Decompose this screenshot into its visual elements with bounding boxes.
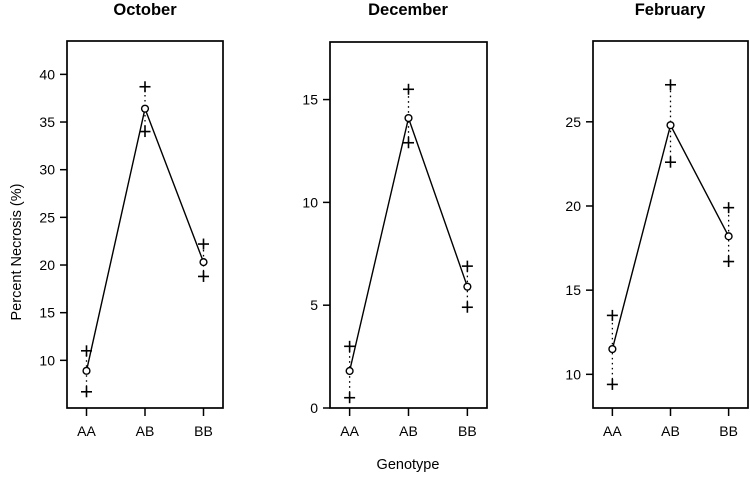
y-tick-label: 10 xyxy=(302,194,318,210)
y-tick-label: 15 xyxy=(302,92,318,108)
mean-marker xyxy=(199,258,208,267)
x-tick-label: AB xyxy=(136,423,155,439)
x-tick-label: AB xyxy=(399,423,418,439)
plot-box xyxy=(592,40,749,409)
plot-box xyxy=(66,40,224,409)
mean-marker xyxy=(404,113,413,123)
mean-marker xyxy=(345,366,354,376)
mean-marker xyxy=(666,121,675,130)
x-tick-label: AA xyxy=(77,423,96,439)
x-tick-label: BB xyxy=(458,423,477,439)
mean-marker xyxy=(463,282,472,291)
y-tick-label: 15 xyxy=(565,282,581,298)
y-tick-label: 20 xyxy=(39,257,55,273)
mean-marker xyxy=(608,344,617,354)
plot-box xyxy=(329,41,488,409)
y-tick-label: 5 xyxy=(310,297,318,313)
mean-marker xyxy=(724,232,733,241)
mean-marker xyxy=(82,366,91,375)
y-tick-label: 35 xyxy=(39,114,55,130)
panel-october: 10 15 20 25 30 35 40 AA AB BB xyxy=(39,40,224,439)
y-tick-label: 10 xyxy=(39,352,55,368)
y-tick-label: 10 xyxy=(565,366,581,382)
x-tick-label: AB xyxy=(661,423,680,439)
y-tick-label: 25 xyxy=(39,209,55,225)
y-tick-label: 20 xyxy=(565,198,581,214)
x-axis-label: Genotype xyxy=(376,457,440,473)
y-tick-label: 30 xyxy=(39,162,55,178)
panel-title-february: February xyxy=(634,1,706,19)
panel-title-october: October xyxy=(113,1,177,19)
x-tick-label: AA xyxy=(340,423,359,439)
panel-title-december: December xyxy=(368,1,448,19)
x-tick-label: AA xyxy=(603,423,622,439)
mean-line xyxy=(85,106,205,371)
y-tick-label: 0 xyxy=(310,400,318,416)
y-tick-label: 40 xyxy=(39,66,55,82)
mean-marker xyxy=(140,104,150,113)
mean-line xyxy=(348,115,469,372)
x-tick-label: BB xyxy=(194,423,213,439)
y-tick-label: 25 xyxy=(565,114,581,130)
panel-december: 0 5 10 15 AA AB BB xyxy=(302,41,488,439)
panel-february: 10 15 20 25 AA AB BB xyxy=(565,40,749,439)
x-tick-label: BB xyxy=(719,423,738,439)
y-tick-label: 15 xyxy=(39,305,55,321)
